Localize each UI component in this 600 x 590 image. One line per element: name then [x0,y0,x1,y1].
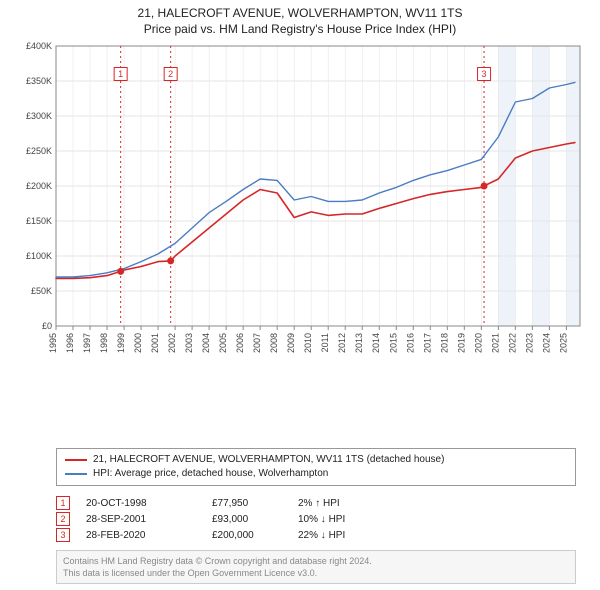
sale-index-box: 1 [56,496,70,510]
sale-vs-hpi: 22% ↓ HPI [298,530,388,541]
x-tick-label: 2014 [371,333,381,353]
y-tick-label: £100K [26,251,52,261]
x-tick-label: 1995 [48,333,58,353]
x-tick-label: 2012 [337,333,347,353]
sale-index-box: 3 [56,528,70,542]
x-tick-label: 2020 [473,333,483,353]
sale-date: 28-FEB-2020 [86,530,196,541]
x-tick-label: 2025 [558,333,568,353]
x-tick-label: 2005 [218,333,228,353]
x-tick-label: 2015 [388,333,398,353]
x-tick-label: 2011 [320,333,330,352]
x-tick-label: 2000 [133,333,143,353]
footer-line-1: Contains HM Land Registry data © Crown c… [63,555,569,567]
legend-swatch [65,473,87,475]
y-tick-label: £250K [26,146,52,156]
sale-marker-number: 1 [118,69,123,79]
y-tick-label: £50K [31,286,52,296]
x-tick-label: 2008 [269,333,279,353]
attribution-footer: Contains HM Land Registry data © Crown c… [56,550,576,584]
y-tick-label: £300K [26,111,52,121]
sale-marker-dot [117,268,124,275]
y-tick-label: £150K [26,216,52,226]
x-tick-label: 2010 [303,333,313,353]
sale-marker-dot [167,257,174,264]
legend-label: 21, HALECROFT AVENUE, WOLVERHAMPTON, WV1… [93,453,444,467]
y-tick-label: £0 [42,321,52,331]
legend-swatch [65,459,87,461]
sale-vs-hpi: 10% ↓ HPI [298,514,388,525]
chart-titles: 21, HALECROFT AVENUE, WOLVERHAMPTON, WV1… [0,0,600,40]
sales-table: 1 20-OCT-1998 £77,950 2% ↑ HPI 2 28-SEP-2001 £… [56,494,576,544]
chart-container: 21, HALECROFT AVENUE, WOLVERHAMPTON, WV1… [0,0,600,590]
legend-item: HPI: Average price, detached house, Wolv… [65,467,567,481]
sale-price: £77,950 [212,498,282,509]
x-tick-label: 1996 [65,333,75,353]
sale-index-box: 2 [56,512,70,526]
x-tick-label: 2019 [456,333,466,353]
x-tick-label: 2004 [201,333,211,353]
sale-date: 20-OCT-1998 [86,498,196,509]
x-tick-label: 1997 [82,333,92,353]
sale-marker-dot [481,183,488,190]
x-tick-label: 2006 [235,333,245,353]
x-tick-label: 2024 [541,333,551,353]
x-tick-label: 2022 [507,333,517,353]
sales-row: 2 28-SEP-2001 £93,000 10% ↓ HPI [56,512,576,526]
sale-price: £93,000 [212,514,282,525]
x-tick-label: 1999 [116,333,126,353]
x-tick-label: 2016 [405,333,415,353]
sale-vs-hpi: 2% ↑ HPI [298,498,388,509]
y-tick-label: £200K [26,181,52,191]
sales-row: 3 28-FEB-2020 £200,000 22% ↓ HPI [56,528,576,542]
x-tick-label: 2007 [252,333,262,353]
y-tick-label: £350K [26,76,52,86]
x-tick-label: 2017 [422,333,432,353]
x-tick-label: 2003 [184,333,194,353]
chart-svg: £0 £50K £100K £150K £200K £250K £300K £350K £400… [8,40,592,360]
sale-date: 28-SEP-2001 [86,514,196,525]
sale-marker-number: 2 [168,69,173,79]
sale-marker-number: 3 [482,69,487,79]
legend-item: 21, HALECROFT AVENUE, WOLVERHAMPTON, WV1… [65,453,567,467]
x-tick-label: 2009 [286,333,296,353]
x-tick-label: 2018 [439,333,449,353]
chart-plot-area: £0 £50K £100K £150K £200K £250K £300K £350K £400… [0,40,600,442]
x-tick-label: 2001 [150,333,160,353]
legend: 21, HALECROFT AVENUE, WOLVERHAMPTON, WV1… [56,448,576,486]
chart-title-subtitle: Price paid vs. HM Land Registry's House … [8,22,592,36]
legend-label: HPI: Average price, detached house, Wolv… [93,467,328,481]
x-tick-label: 1998 [99,333,109,353]
footer-line-2: This data is licensed under the Open Gov… [63,567,569,579]
sales-row: 1 20-OCT-1998 £77,950 2% ↑ HPI [56,496,576,510]
x-tick-label: 2002 [167,333,177,353]
x-tick-label: 2021 [490,333,500,353]
x-tick-label: 2023 [524,333,534,353]
sale-price: £200,000 [212,530,282,541]
x-tick-label: 2013 [354,333,364,353]
chart-title-address: 21, HALECROFT AVENUE, WOLVERHAMPTON, WV1… [8,6,592,20]
y-tick-label: £400K [26,41,52,51]
